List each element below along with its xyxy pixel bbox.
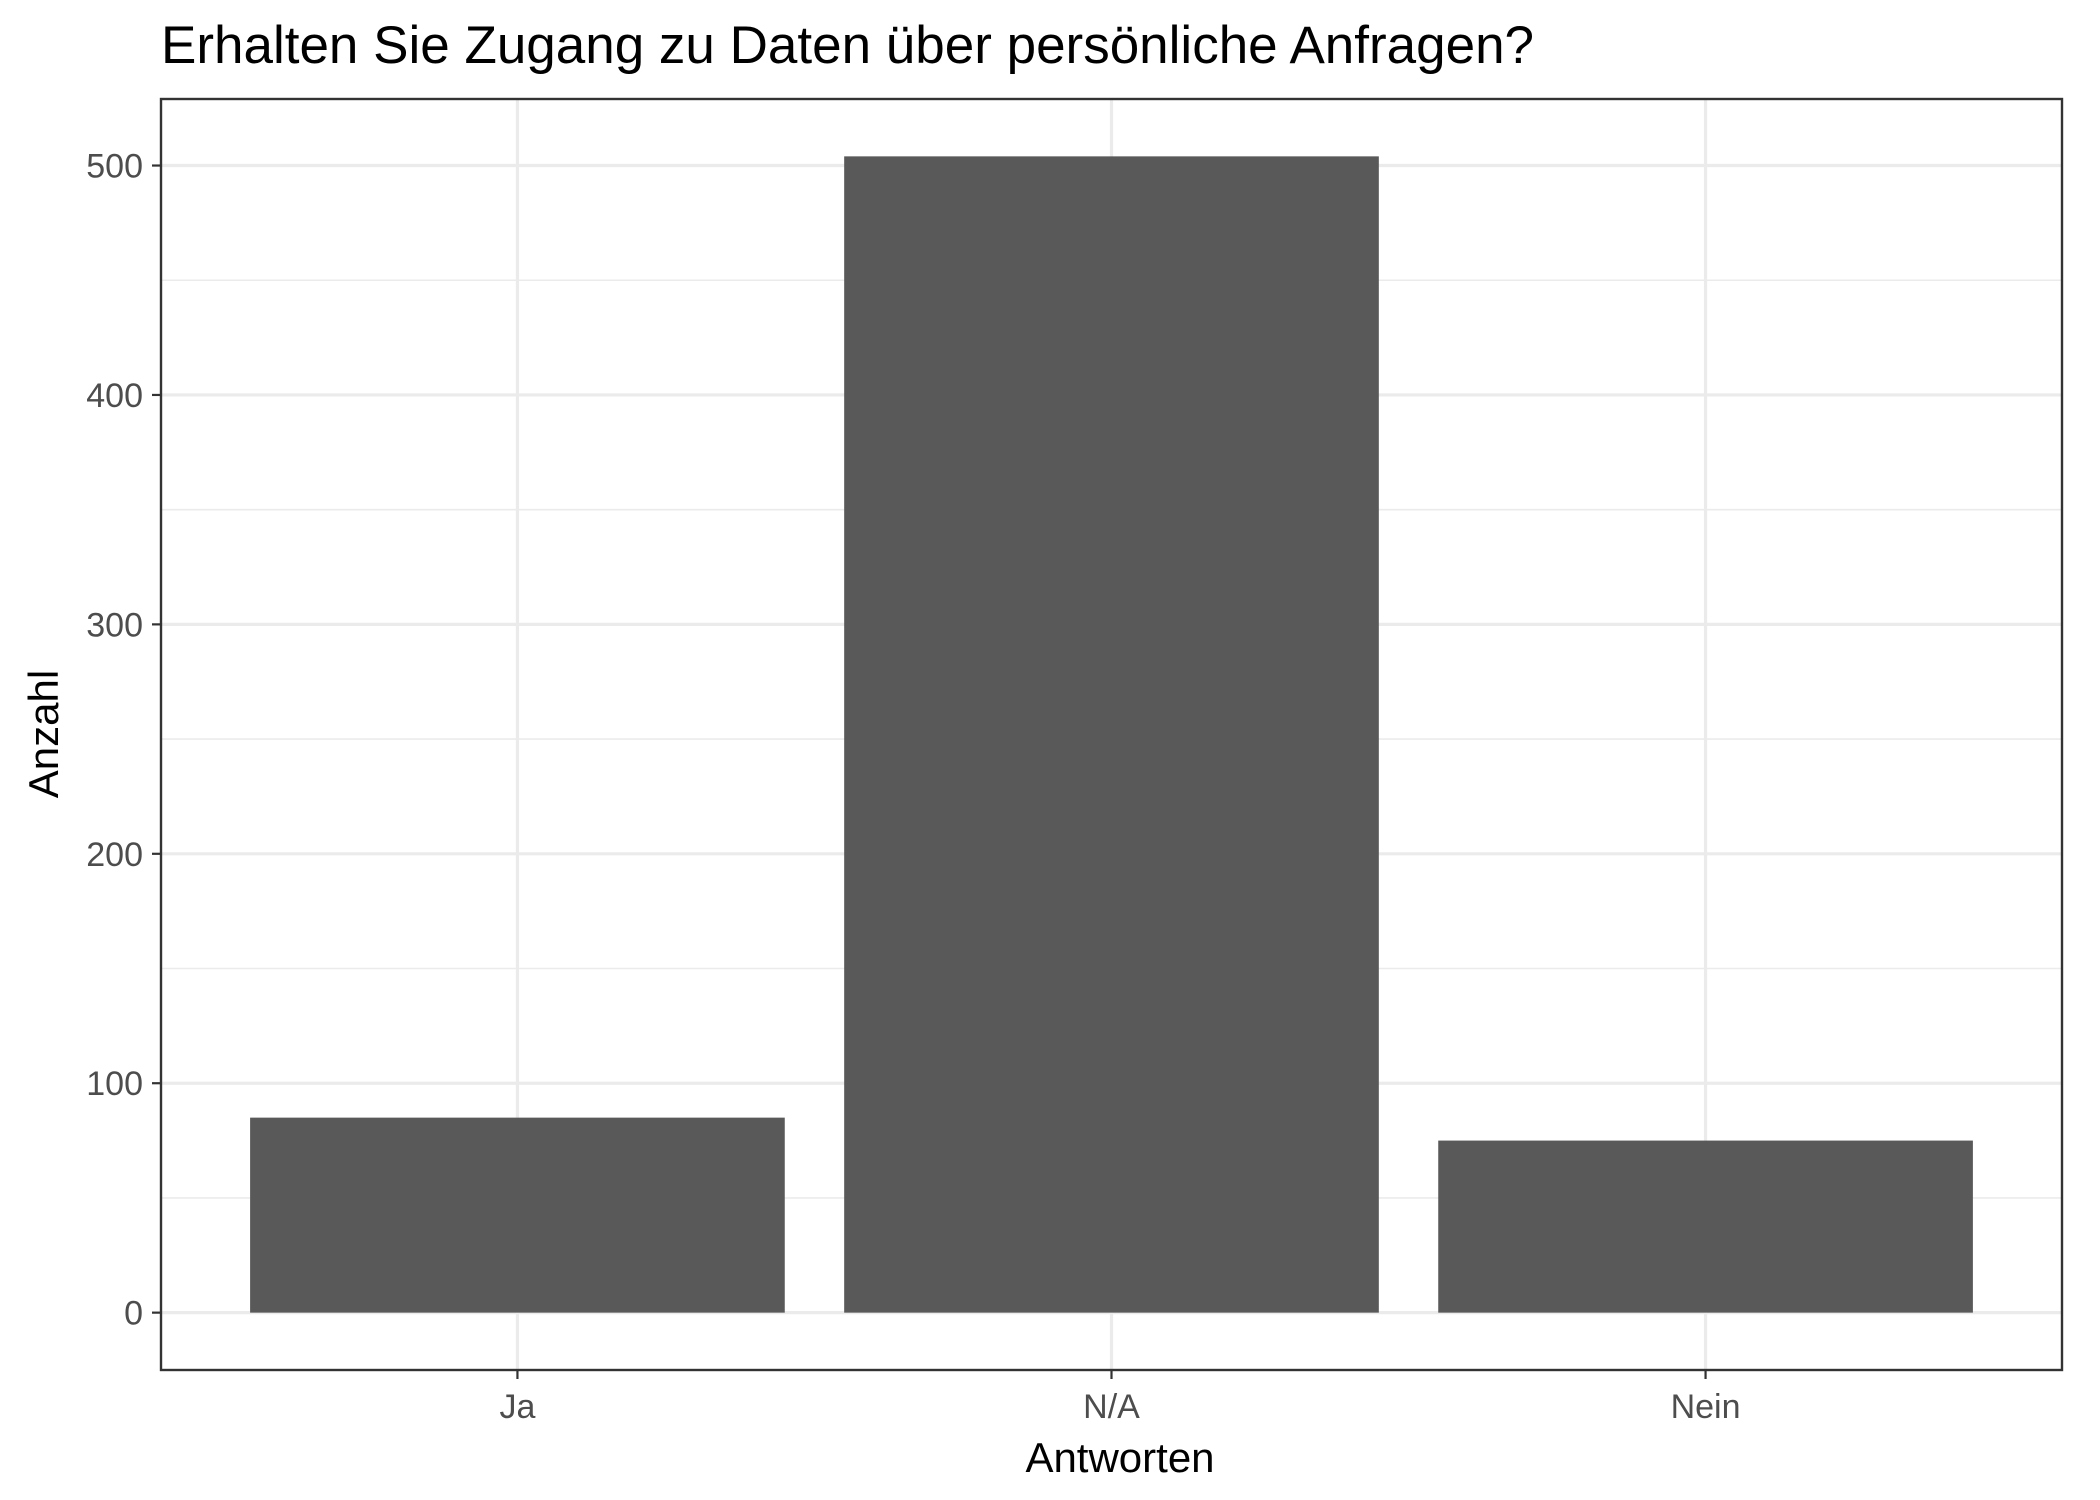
x-tick-label: Nein (1671, 1388, 1741, 1426)
y-tick-label: 400 (86, 377, 143, 415)
bars (250, 156, 1973, 1313)
bar-n-a (844, 156, 1379, 1313)
y-tick-label: 200 (86, 836, 143, 874)
x-axis: Ja N/A Nein (499, 1370, 1741, 1426)
bar-ja (250, 1117, 785, 1313)
x-tick-label: N/A (1083, 1388, 1140, 1426)
x-axis-title: Antworten (1025, 1434, 1214, 1481)
y-tick-label: 0 (124, 1295, 143, 1333)
y-tick-label: 100 (86, 1065, 143, 1103)
y-axis: 0 100 200 300 400 500 (86, 148, 161, 1333)
bar-nein (1438, 1140, 1973, 1313)
x-tick-label: Ja (499, 1388, 535, 1426)
y-axis-title: Anzahl (20, 670, 67, 798)
chart-title: Erhalten Sie Zugang zu Daten über persön… (161, 16, 1534, 75)
y-tick-label: 500 (86, 148, 143, 186)
y-tick-label: 300 (86, 606, 143, 644)
